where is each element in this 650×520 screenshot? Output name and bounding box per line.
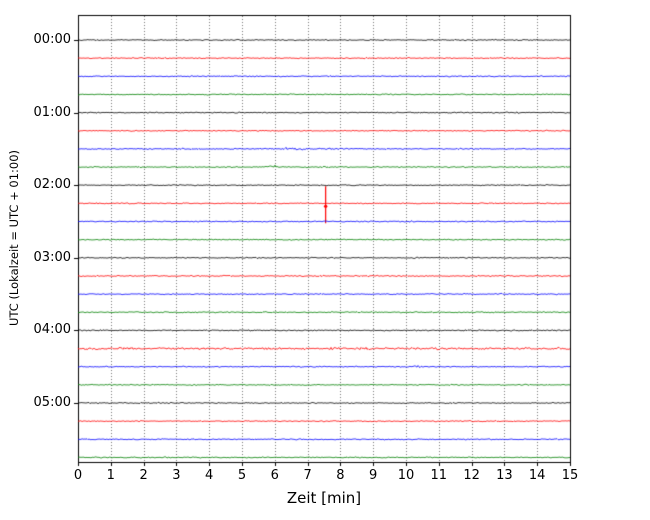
y-tick-label: 03:00	[33, 249, 71, 265]
x-tick-label: 11	[430, 468, 448, 483]
x-tick-label: 13	[496, 468, 513, 483]
x-tick-label: 9	[369, 468, 378, 483]
x-tick-label: 0	[73, 468, 83, 483]
x-tick-label: 15	[561, 468, 579, 483]
y-tick-label: 00:00	[33, 32, 71, 47]
x-tick-label: 7	[303, 468, 312, 483]
x-tick-label: 2	[139, 468, 148, 483]
y-tick-label: 05:00	[33, 395, 71, 410]
x-tick-label: 8	[336, 468, 345, 483]
x-tick-label: 12	[463, 468, 480, 483]
x-axis-label: Zeit [min]	[286, 489, 362, 507]
y-tick-label: 01:00	[33, 104, 71, 120]
x-tick-label: 10	[397, 468, 415, 483]
y-tick-label: 02:00	[33, 177, 71, 193]
x-tick-label: 1	[106, 468, 115, 483]
x-tick-label: 14	[528, 468, 546, 483]
y-tick-label: 04:00	[33, 322, 71, 338]
x-tick-label: 6	[270, 468, 279, 483]
x-tick-label: 3	[172, 468, 181, 483]
y-axis-label: UTC (Lokalzeit = UTC + 01:00)	[7, 149, 21, 327]
x-tick-label: 4	[205, 468, 214, 483]
x-tick-label: 5	[237, 468, 247, 483]
